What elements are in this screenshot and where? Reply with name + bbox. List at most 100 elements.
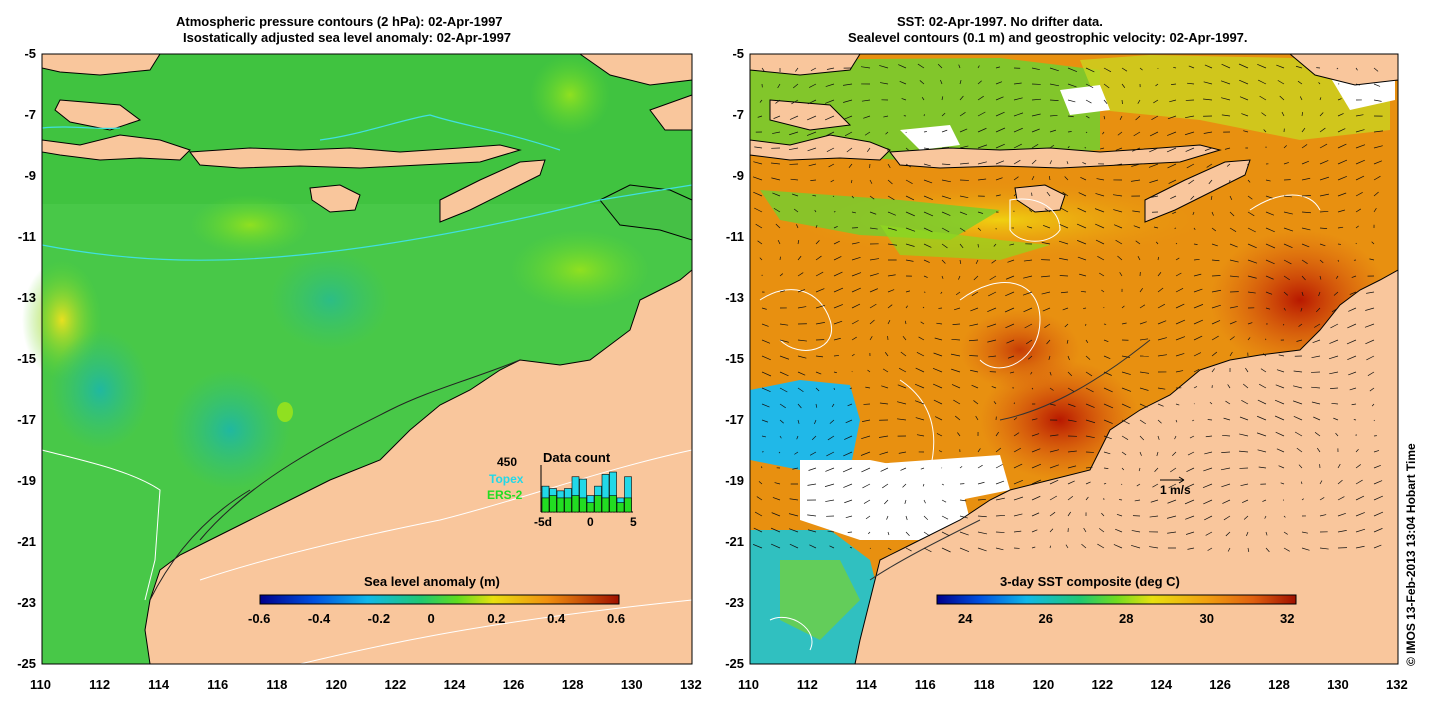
velocity-arrow (995, 160, 1005, 165)
velocity-arrow (826, 451, 835, 457)
velocity-arrow (1130, 545, 1141, 549)
velocity-arrow (1193, 258, 1200, 261)
velocity-arrow (1186, 163, 1195, 169)
velocity-arrow (1167, 499, 1177, 504)
velocity-arrow (790, 178, 799, 181)
velocity-arrow (995, 480, 1005, 485)
velocity-arrow (1205, 531, 1213, 536)
velocity-arrow (952, 323, 961, 325)
velocity-arrow (810, 67, 817, 72)
velocity-arrow (842, 83, 853, 86)
velocity-arrow (1263, 129, 1267, 133)
velocity-arrow (1293, 370, 1303, 373)
velocity-arrow (971, 291, 979, 296)
velocity-arrow (1170, 467, 1177, 473)
x-tick-label: 118 (266, 677, 288, 692)
velocity-arrow (1301, 531, 1309, 534)
velocity-arrow (977, 531, 988, 535)
velocity-arrow (1355, 129, 1365, 133)
velocity-arrow (1351, 403, 1357, 406)
velocity-arrow (830, 179, 835, 183)
velocity-arrow (1296, 447, 1303, 453)
velocity-arrow (1301, 291, 1304, 297)
velocity-arrow (1135, 115, 1141, 121)
velocity-arrow (923, 163, 931, 167)
velocity-arrow (1333, 417, 1339, 421)
velocity-arrow (1319, 97, 1322, 101)
velocity-arrow (879, 451, 889, 455)
velocity-arrow (1239, 96, 1249, 101)
velocity-arrow (1373, 175, 1381, 181)
left-title-line1: Atmospheric pressure contours (2 hPa): 0… (176, 14, 503, 29)
velocity-arrow (808, 467, 817, 471)
velocity-arrow (1103, 435, 1112, 440)
velocity-arrow (1049, 387, 1054, 391)
x-tick-label: 126 (502, 677, 525, 692)
velocity-arrow (959, 162, 969, 165)
velocity-arrow (1337, 226, 1344, 229)
velocity-arrow (897, 418, 907, 421)
velocity-arrow (1355, 191, 1363, 197)
y-tick-label: -21 (725, 534, 744, 549)
velocity-arrow (797, 371, 806, 376)
velocity-arrow (851, 287, 861, 293)
velocity-arrow (797, 255, 802, 261)
velocity-arrow (1187, 547, 1195, 550)
velocity-arrow (973, 275, 979, 281)
velocity-arrow (868, 531, 871, 535)
velocity-arrow (866, 147, 871, 153)
velocity-arrow (1085, 387, 1094, 393)
velocity-arrow (995, 177, 1003, 181)
velocity-arrow (905, 243, 915, 247)
velocity-arrow (902, 483, 907, 488)
velocity-arrow (977, 144, 988, 149)
velocity-arrow (1229, 195, 1233, 201)
velocity-arrow (1135, 240, 1141, 245)
velocity-arrow (1149, 546, 1159, 549)
velocity-arrow (844, 499, 853, 504)
velocity-arrow (923, 211, 934, 217)
velocity-arrow (1355, 448, 1359, 453)
velocity-arrow (1193, 227, 1196, 231)
velocity-arrow (1022, 291, 1033, 296)
velocity-arrow (1067, 495, 1074, 501)
velocity-arrow (861, 435, 871, 440)
velocity-arrow (1013, 402, 1015, 405)
velocity-arrow (1149, 179, 1159, 183)
velocity-arrow (1049, 83, 1060, 87)
velocity-arrow (1139, 419, 1147, 425)
velocity-arrow (797, 387, 804, 393)
velocity-arrow (1085, 496, 1089, 501)
velocity-arrow (1085, 371, 1093, 377)
velocity-arrow (825, 467, 835, 472)
velocity-arrow (887, 179, 893, 185)
velocity-arrow (1153, 226, 1159, 229)
velocity-arrow (1157, 303, 1166, 309)
velocity-arrow (810, 179, 817, 181)
velocity-arrow (1049, 129, 1057, 133)
velocity-arrow (941, 259, 946, 264)
velocity-arrow (1331, 307, 1339, 313)
velocity-arrow (864, 131, 871, 136)
velocity-arrow (941, 195, 952, 200)
velocity-arrow (1167, 531, 1177, 534)
velocity-arrow (1336, 67, 1339, 70)
velocity-arrow (1081, 543, 1087, 549)
velocity-arrow (995, 531, 1005, 533)
velocity-arrow (1283, 195, 1293, 198)
velocity-arrow (1188, 179, 1195, 185)
right-title-line1: SST: 02-Apr-1997. No drifter data. (897, 14, 1103, 29)
x-tick-label: 132 (1386, 677, 1408, 692)
sst-colorbar-label: 3-day SST composite (deg C) (1000, 574, 1180, 589)
topex-legend: Topex (489, 472, 524, 486)
velocity-arrow (1185, 147, 1195, 152)
velocity-arrow (941, 227, 950, 233)
velocity-arrow (779, 371, 789, 377)
velocity-arrow (1013, 82, 1022, 85)
velocity-arrow (977, 127, 987, 133)
velocity-arrow (1283, 275, 1291, 281)
velocity-arrow (959, 547, 970, 553)
velocity-arrow (887, 163, 891, 168)
velocity-arrow (1085, 355, 1091, 360)
velocity-arrow (869, 258, 880, 261)
